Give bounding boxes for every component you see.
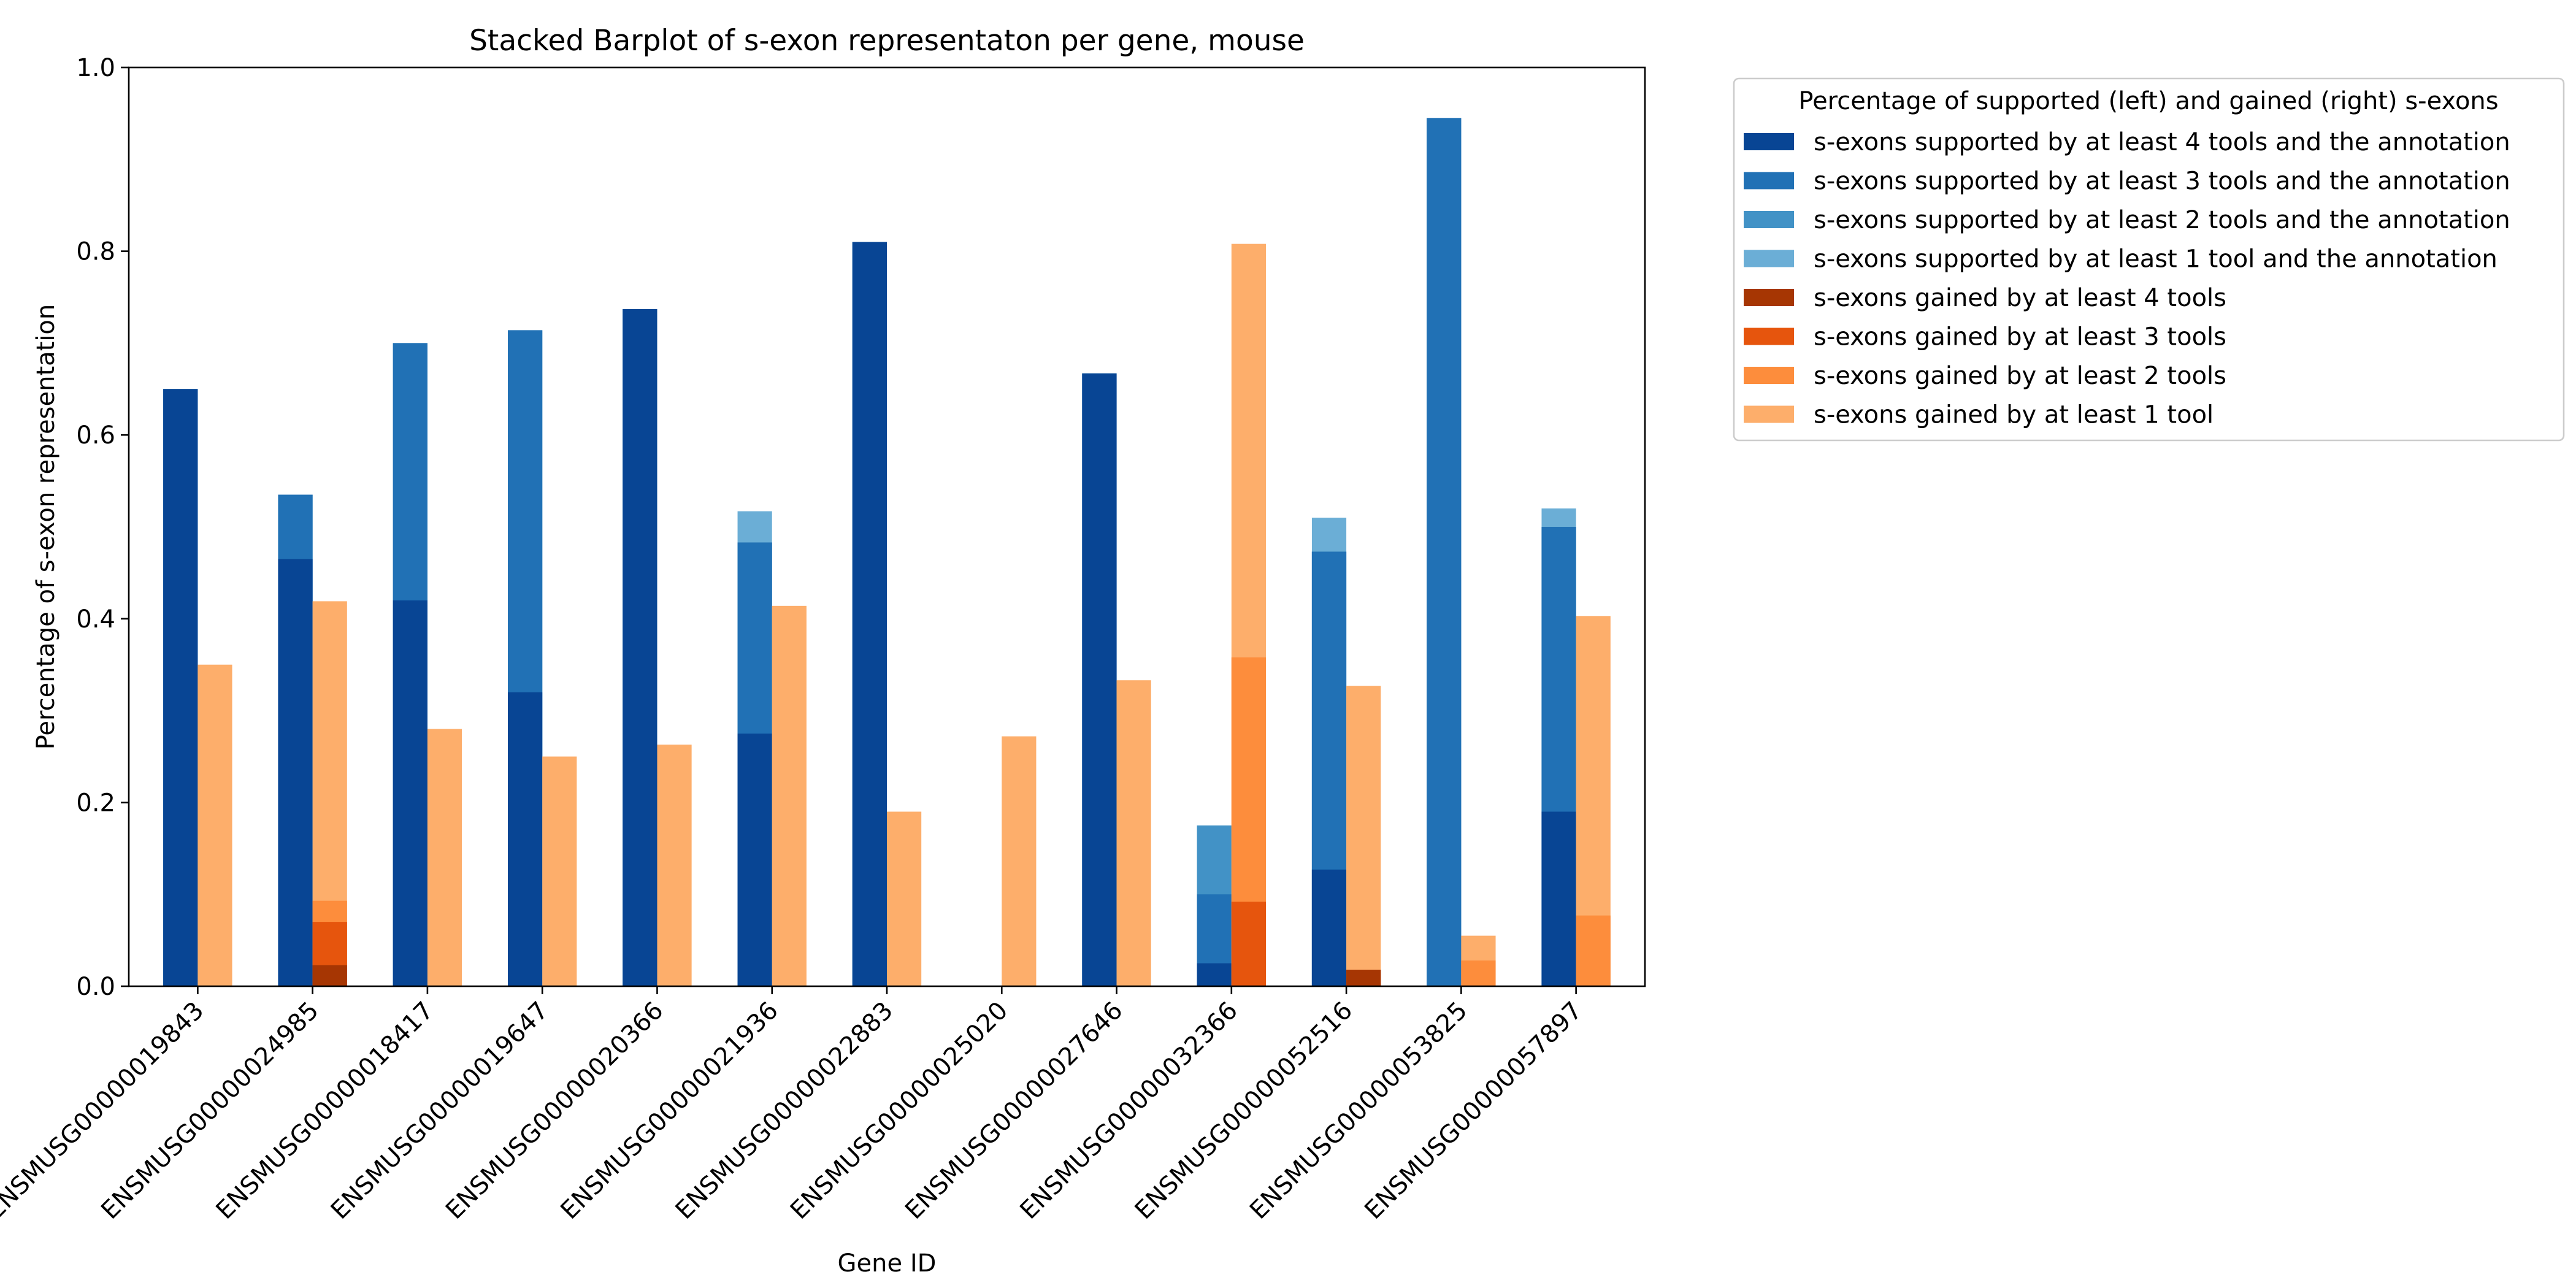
y-axis-label: Percentage of s-exon representation	[32, 304, 60, 750]
supported-bar	[1082, 373, 1117, 986]
y-axis: 0.0 0.2 0.4 0.6 0.8 1.0	[76, 54, 129, 1001]
y-tick-label: 0.6	[76, 421, 115, 450]
legend-label: s-exons supported by at least 1 tool and…	[1814, 245, 2497, 274]
x-tick-label: ENSMUSG00000053825	[1244, 997, 1473, 1225]
legend-label: s-exons gained by at least 2 tools	[1814, 362, 2226, 390]
supported-bar	[393, 600, 427, 986]
legend-swatch	[1744, 328, 1794, 345]
gained-bar	[1116, 680, 1151, 986]
x-tick-label: ENSMUSG00000021936	[555, 997, 783, 1225]
legend-title: Percentage of supported (left) and gaine…	[1798, 87, 2498, 115]
x-tick-label: ENSMUSG00000024985	[96, 997, 324, 1225]
legend-swatch	[1744, 405, 1794, 423]
gained-bar	[197, 664, 232, 986]
legend-swatch	[1744, 367, 1794, 384]
legend-label: s-exons supported by at least 3 tools an…	[1814, 167, 2510, 196]
supported-bar	[1427, 118, 1462, 986]
gained-bar	[772, 605, 807, 986]
supported-bar	[1541, 811, 1576, 986]
supported-bar	[852, 242, 887, 986]
x-tick-label: ENSMUSG00000027646	[900, 997, 1128, 1225]
x-tick-label: ENSMUSG00000052516	[1130, 997, 1358, 1225]
x-tick-label: ENSMUSG00000032366	[1014, 997, 1243, 1225]
legend-frame	[1733, 77, 2565, 442]
y-tick-label: 1.0	[76, 54, 115, 82]
gained-bar	[1002, 736, 1037, 986]
legend-swatch	[1744, 211, 1794, 228]
x-tick-label: ENSMUSG00000057897	[1359, 997, 1587, 1225]
y-tick-label: 0.8	[76, 238, 115, 266]
x-axis-label: Gene ID	[838, 1249, 937, 1278]
supported-bar	[508, 692, 543, 986]
gained-bar	[1461, 960, 1496, 986]
gained-bar	[1346, 970, 1381, 986]
supported-bar	[1197, 963, 1232, 986]
legend-swatch	[1744, 250, 1794, 267]
gained-bar	[1576, 915, 1611, 986]
y-tick-label: 0.0	[76, 973, 115, 1001]
x-tick-label: ENSMUSG00000022883	[670, 997, 899, 1225]
bars-layer	[163, 118, 1611, 987]
supported-bar	[1311, 869, 1347, 986]
x-tick-label: ENSMUSG00000019843	[0, 997, 209, 1225]
gained-bar	[1346, 686, 1381, 986]
x-tick-label: ENSMUSG00000025020	[785, 997, 1013, 1225]
legend-label: s-exons gained by at least 1 tool	[1814, 401, 2214, 429]
legend-swatch	[1744, 172, 1794, 190]
x-tick-label: ENSMUSG00000018417	[211, 997, 439, 1225]
supported-bar	[163, 389, 198, 986]
y-tick-label: 0.2	[76, 789, 115, 817]
legend-label: s-exons gained by at least 3 tools	[1814, 323, 2226, 351]
y-tick-label: 0.4	[76, 605, 115, 634]
legend-label: s-exons supported by at least 2 tools an…	[1814, 206, 2510, 234]
legend-label: s-exons gained by at least 4 tools	[1814, 284, 2226, 312]
x-tick-label: ENSMUSG00000019647	[326, 997, 554, 1225]
legend-swatch	[1744, 289, 1794, 306]
gained-bar	[427, 729, 462, 986]
legend-label: s-exons supported by at least 4 tools an…	[1814, 128, 2510, 156]
supported-bar	[737, 734, 772, 986]
chart-title: Stacked Barplot of s-exon representaton …	[469, 24, 1305, 58]
legend: Percentage of supported (left) and gaine…	[1733, 77, 2565, 442]
legend-swatch	[1744, 133, 1794, 150]
gained-bar	[887, 811, 922, 986]
gained-bar	[542, 756, 577, 986]
gained-bar	[312, 965, 347, 986]
legend-items: s-exons supported by at least 4 tools an…	[1744, 128, 2510, 429]
x-axis: ENSMUSG00000019843ENSMUSG00000024985ENSM…	[0, 986, 1588, 1225]
gained-bar	[1231, 902, 1266, 986]
supported-bar	[623, 309, 657, 986]
x-tick-label: ENSMUSG00000020366	[440, 997, 669, 1225]
supported-bar	[278, 559, 313, 986]
gained-bar	[657, 745, 692, 986]
